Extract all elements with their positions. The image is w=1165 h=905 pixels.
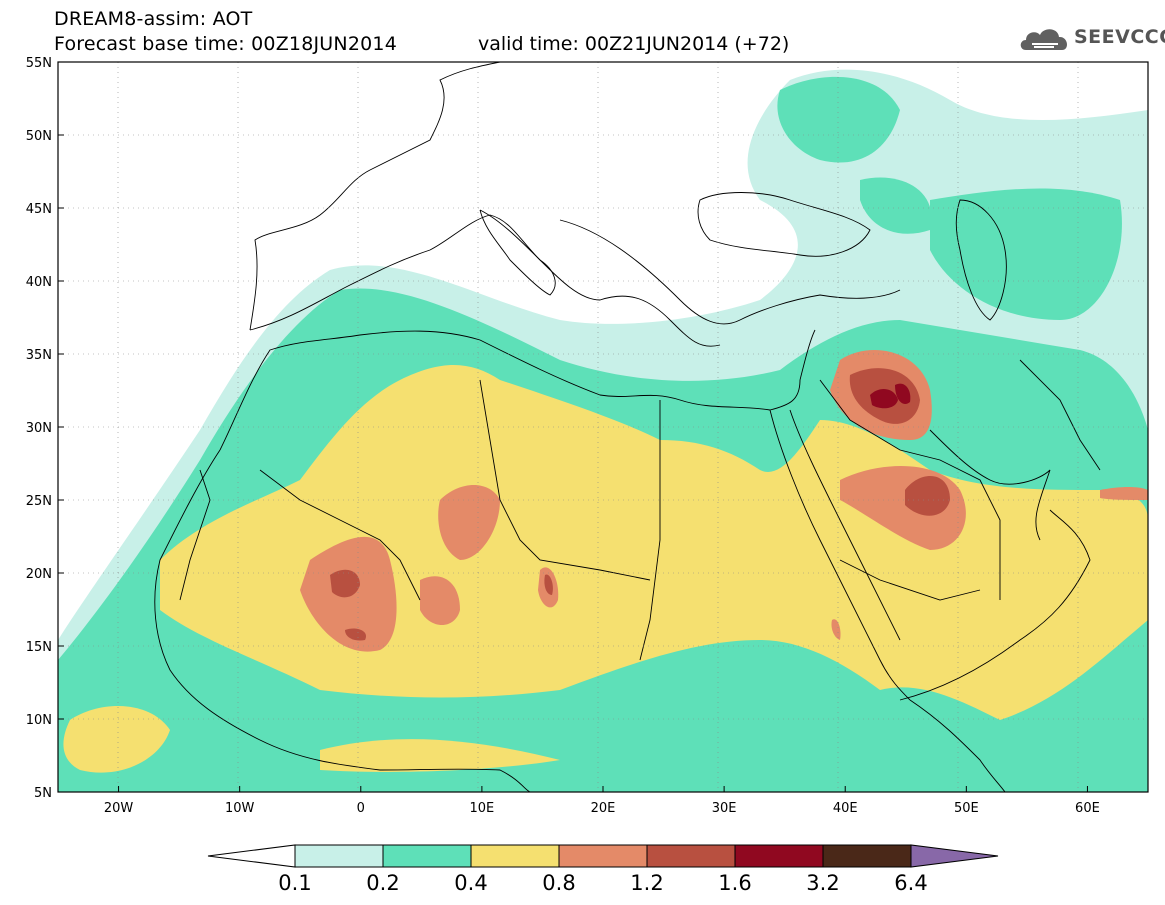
colorbar-label: 6.4 <box>894 871 927 895</box>
lat-label: 45N <box>26 202 52 217</box>
colorbar-swatch <box>822 844 912 868</box>
colorbar-swatch <box>294 844 384 868</box>
colorbar-label: 3.2 <box>806 871 839 895</box>
valid-time: valid time: 00Z21JUN2014 (+72) <box>478 33 790 55</box>
colorbar-swatch <box>646 844 736 868</box>
colorbar-label: 1.6 <box>718 871 751 895</box>
forecast-base-time: Forecast base time: 00Z18JUN2014 <box>54 33 397 55</box>
lon-label: 20E <box>591 801 616 816</box>
colorbar-swatch <box>470 844 560 868</box>
lon-label: 10E <box>470 801 495 816</box>
aot-band-1.6 <box>870 388 898 409</box>
lon-label: 20W <box>104 801 134 816</box>
lon-label: 30E <box>712 801 737 816</box>
colorbar-label: 1.2 <box>630 871 663 895</box>
colorbar-swatch <box>734 844 824 868</box>
colorbar-swatch <box>558 844 648 868</box>
lat-label: 30N <box>26 421 52 436</box>
lat-label: 40N <box>26 275 52 290</box>
cloud-logo-icon <box>1020 29 1068 50</box>
aot-band-1.2 <box>330 569 360 598</box>
chart-title: DREAM8-assim: AOT <box>54 8 253 30</box>
colorbar-under-arrow <box>207 844 296 868</box>
lat-label: 25N <box>26 494 52 509</box>
lon-label: 0 <box>357 801 365 816</box>
lon-label: 10W <box>225 801 255 816</box>
colorbar-label: 0.1 <box>278 871 311 895</box>
lon-label: 50E <box>954 801 979 816</box>
aot-band-0.4 <box>160 365 1148 720</box>
axis-ticks: 55N 50N 45N 40N 35N 30N 25N 20N 15N 10N 5N 20W 10W 0 1… <box>26 56 1100 816</box>
logo-text: SEEVCCC <box>1074 26 1165 48</box>
lat-label: 50N <box>26 129 52 144</box>
lat-label: 20N <box>26 567 52 582</box>
colorbar-label: 0.4 <box>454 871 487 895</box>
colorbar-over-arrow <box>910 844 999 868</box>
lat-label: 10N <box>26 713 52 728</box>
coastlines <box>154 62 1101 792</box>
lat-label: 5N <box>34 786 52 801</box>
lat-label: 35N <box>26 348 52 363</box>
lat-label: 55N <box>26 56 52 71</box>
seevccc-logo: SEEVCCC <box>1018 22 1165 54</box>
aot-field <box>58 62 1148 792</box>
colorbar-label: 0.2 <box>366 871 399 895</box>
gridlines <box>58 62 1148 792</box>
lat-label: 15N <box>26 640 52 655</box>
lon-label: 60E <box>1075 801 1100 816</box>
colorbar-label: 0.8 <box>542 871 575 895</box>
colorbar-swatch <box>382 844 472 868</box>
lon-label: 40E <box>833 801 858 816</box>
colorbar: 0.1 0.2 0.4 0.8 1.2 1.6 3.2 6.4 <box>207 844 999 895</box>
